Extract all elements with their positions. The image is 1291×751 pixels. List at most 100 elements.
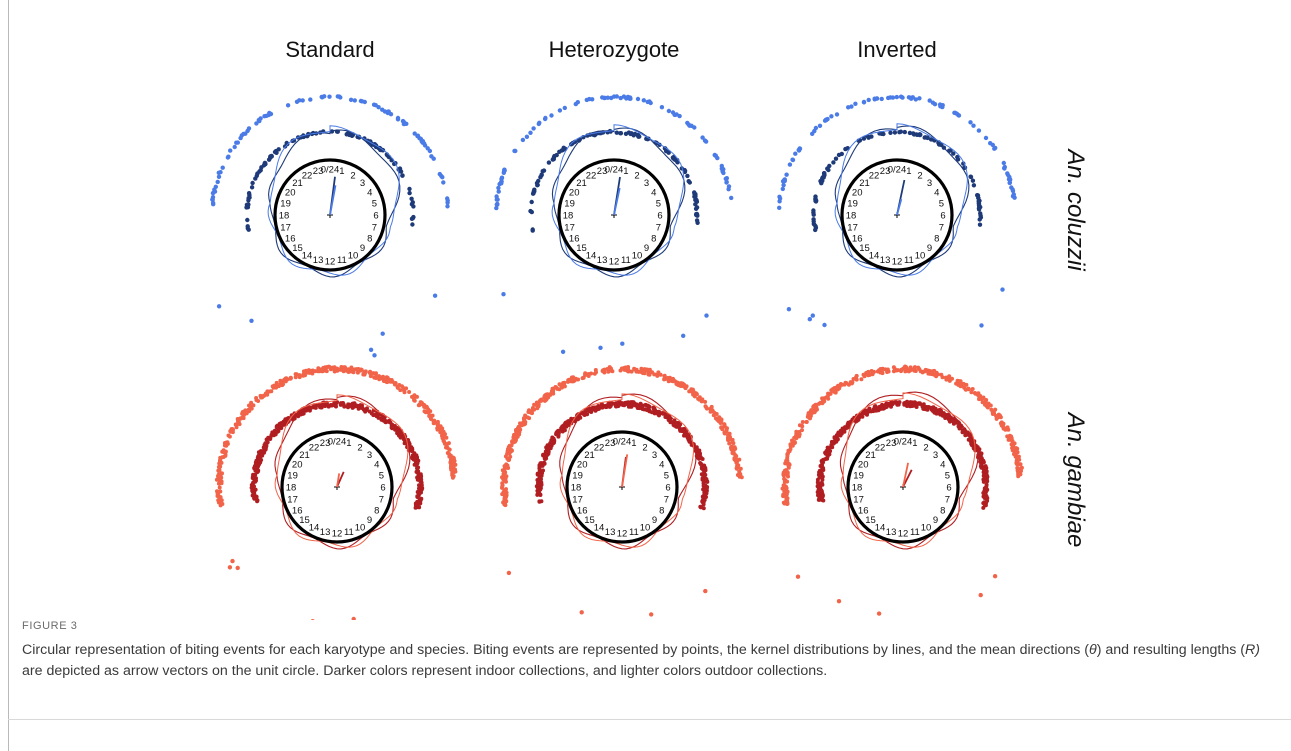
indoor-bite-point [838,433,843,438]
outdoor-bite-point [913,97,918,102]
indoor-bite-point [907,130,913,136]
outdoor-bite-point [973,391,978,396]
hour-label: 9 [652,515,657,526]
outdoor-bite-point [418,136,424,142]
outdoor-bite-point [216,174,222,179]
outdoor-bite-point [962,385,967,390]
outdoor-bite-point [998,415,1003,420]
outdoor-bite-point [704,313,709,318]
outdoor-bite-point [351,616,356,620]
outdoor-bite-point [230,430,235,435]
outdoor-bite-point [835,387,840,392]
hour-label: 16 [569,234,580,245]
indoor-bite-point [892,130,898,135]
indoor-bite-point [276,429,281,434]
indoor-bite-point [622,403,627,408]
outdoor-bite-point [382,109,388,114]
indoor-bite-point [830,445,835,450]
outdoor-bite-point [788,444,793,449]
outdoor-bite-point [303,371,308,376]
indoor-bite-point [629,400,634,405]
hour-label: 2 [357,443,362,454]
outdoor-bite-point [246,126,252,131]
outdoor-bite-point [502,478,507,483]
outdoor-bite-point [220,455,225,460]
hour-label: 21 [584,450,595,461]
column-title-heterozygote: Heterozygote [549,37,680,62]
hour-label: 12 [617,529,628,540]
outdoor-bite-point [329,366,334,371]
hour-label: 20 [285,188,296,199]
outdoor-bite-point [532,402,537,407]
hour-label: 7 [656,222,661,233]
hour-label: 15 [584,515,595,526]
hour-label: 2 [642,443,647,454]
indoor-bite-point [325,402,329,407]
outdoor-bite-point [832,386,837,390]
indoor-bite-point [412,455,417,460]
outdoor-bite-point [274,380,279,385]
outdoor-bite-point [777,205,782,210]
outdoor-bite-point [449,464,454,469]
outdoor-bite-point [800,428,804,433]
outdoor-bite-point [829,388,834,393]
outdoor-bite-point [734,466,739,471]
outdoor-bite-point [362,369,367,374]
hour-label: 13 [886,527,897,538]
hour-label: 15 [859,243,870,254]
outdoor-bite-point [649,612,654,617]
hour-label: 0/24 [328,437,347,448]
indoor-bite-point [963,433,968,438]
outdoor-bite-point [937,102,943,107]
outdoor-bite-point [885,367,890,372]
caption-text-2: ) and resulting lengths ( [1096,642,1245,658]
outdoor-bite-point [968,120,973,125]
outdoor-bite-point [794,436,799,441]
outdoor-bite-point [908,365,913,370]
hour-label: 16 [577,506,588,517]
indoor-bite-point [882,405,887,410]
outdoor-bite-point [812,128,817,134]
outdoor-bite-point [913,368,918,373]
hour-label: 6 [380,483,385,494]
outdoor-bite-point [979,323,984,328]
hour-label: 21 [859,178,870,189]
outdoor-bite-point [730,437,735,442]
kernel-distribution-line [834,125,970,278]
indoor-bite-point [897,130,902,135]
indoor-bite-point [702,470,707,475]
indoor-bite-point [921,403,926,408]
outdoor-bite-point [731,450,736,455]
outdoor-bite-point [782,468,787,473]
hour-label: 18 [563,211,574,222]
indoor-bite-point [934,411,939,416]
kernel-distribution-line [274,394,409,548]
indoor-bite-point [338,402,343,407]
indoor-bite-point [272,429,277,434]
outdoor-bite-point [895,368,900,373]
outdoor-bite-point [1005,172,1011,178]
hour-label: 12 [898,529,909,540]
hour-label: 6 [657,211,662,222]
indoor-bite-point [815,480,820,485]
hour-label: 0/24 [613,437,632,448]
outdoor-bite-point [502,496,507,501]
outdoor-bite-point [777,199,782,204]
indoor-bite-point [279,425,284,430]
indoor-bite-point [983,495,988,500]
indoor-bite-point [909,402,914,407]
outdoor-bite-point [784,492,789,497]
hour-label: 2 [350,171,355,182]
indoor-bite-point [815,484,820,489]
kernel-distribution-line [268,129,401,278]
outdoor-bite-point [557,108,563,113]
indoor-bite-point [693,194,698,199]
indoor-bite-point [813,227,818,233]
outdoor-bite-point [508,454,513,459]
hour-label: 16 [285,234,296,245]
unit-circle-clock [565,430,679,544]
outdoor-mean-vector [329,185,337,216]
outdoor-bite-point [646,372,651,377]
outdoor-bite-point [293,372,298,377]
hour-label: 20 [292,460,303,471]
